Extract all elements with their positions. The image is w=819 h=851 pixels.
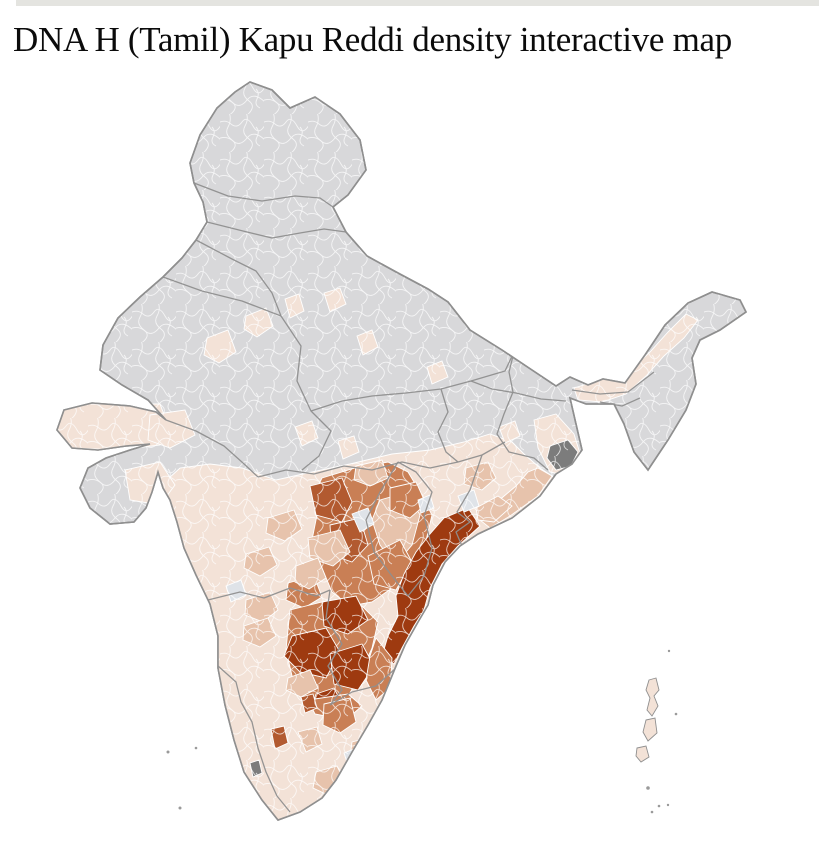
map-region-andaman-2[interactable] [642,717,658,742]
map-region-nicobar-3[interactable] [666,803,670,807]
map-region-tripura[interactable] [601,413,623,447]
islands [166,649,678,814]
map-region-lakshadweep-3[interactable] [178,806,182,810]
map-region-nicobar-2[interactable] [657,804,661,808]
map-region-nicobar-1[interactable] [646,786,650,790]
top-scrollbar-strip [16,0,819,6]
page-title: DNA H (Tamil) Kapu Reddi density interac… [13,20,732,59]
map-region-nicobar-4[interactable] [650,810,654,814]
map-region-andaman-1[interactable] [645,677,660,717]
state-borders [162,182,655,813]
map-region-north-j[interactable] [544,345,564,367]
map-region-andaman-3[interactable] [635,745,650,763]
map-region-island-dot-1[interactable] [667,649,671,653]
map-region-island-dot-2[interactable] [674,712,678,716]
map-region-lakshadweep-2[interactable] [194,746,198,750]
map-region-lakshadweep-1[interactable] [166,750,170,754]
